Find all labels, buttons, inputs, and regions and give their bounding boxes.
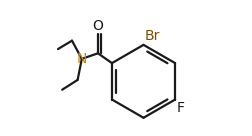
Text: N: N (77, 52, 87, 66)
Text: Br: Br (145, 30, 160, 44)
Text: F: F (176, 101, 184, 115)
Text: O: O (92, 19, 103, 33)
